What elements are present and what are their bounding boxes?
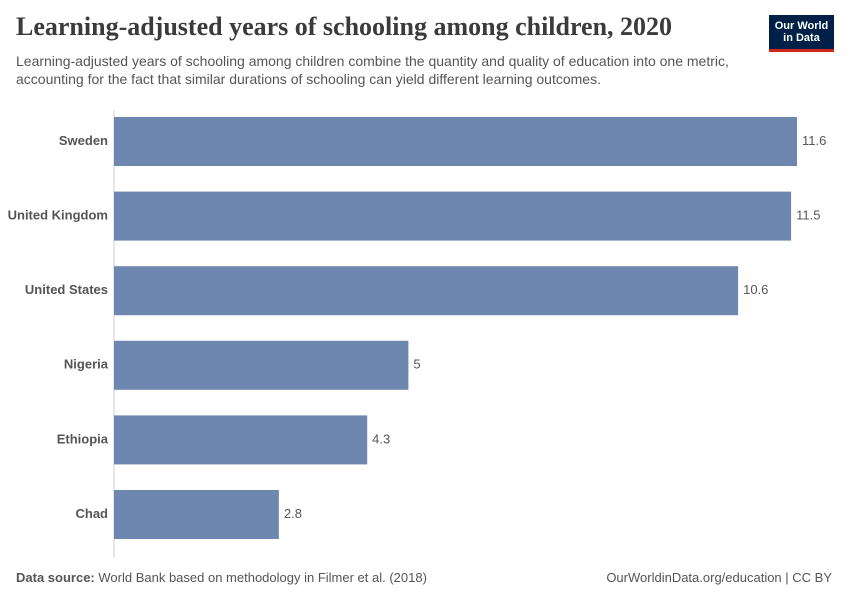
chart-subtitle: Learning-adjusted years of schooling amo…: [16, 53, 729, 87]
value-label: 2.8: [284, 506, 302, 521]
bar: [114, 340, 409, 390]
value-label: 10.6: [743, 282, 768, 297]
value-label: 11.5: [796, 208, 820, 223]
value-label: 11.6: [802, 133, 826, 148]
bar: [114, 266, 739, 316]
logo-line: Our World: [774, 20, 829, 32]
category-label: Nigeria: [64, 357, 109, 372]
footer-link[interactable]: OurWorldinData.org/education | CC BY: [606, 570, 832, 585]
footer-source: Data source: World Bank based on methodo…: [16, 570, 427, 585]
bar: [114, 415, 368, 465]
category-label: Sweden: [59, 133, 108, 148]
category-label: Chad: [76, 506, 109, 521]
bar: [114, 117, 797, 166]
source-label: Data source:: [16, 570, 95, 585]
category-label: United Kingdom: [8, 208, 108, 223]
bar: [114, 191, 792, 241]
logo-line: in Data: [783, 32, 820, 44]
chart-title: Learning-adjusted years of schooling amo…: [16, 12, 673, 41]
bar: [114, 490, 279, 539]
value-label: 4.3: [372, 431, 390, 446]
category-label: United States: [25, 282, 108, 297]
category-label: Ethiopia: [57, 431, 109, 446]
source: World Bank based on methodology in Filme…: [98, 570, 427, 585]
logo[interactable]: Our World in Data: [769, 15, 834, 52]
value-label: 5: [413, 357, 420, 372]
